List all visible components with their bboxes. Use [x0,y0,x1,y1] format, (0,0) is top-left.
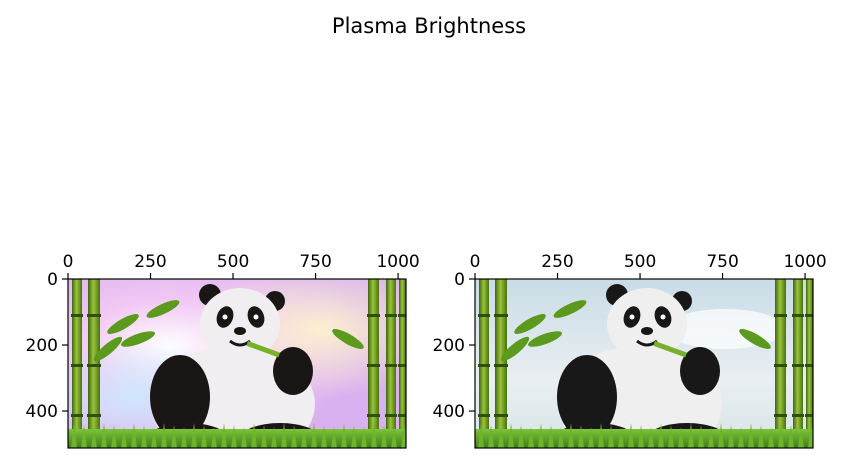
x-tick-label: 1000 [783,252,826,272]
y-tick-label: 0 [454,270,465,290]
bamboo-stalk [88,279,100,448]
bamboo-stalk [399,279,406,448]
axes-frame [474,278,814,449]
panda-image [68,279,406,448]
y-tick-label: 200 [26,336,58,356]
x-tick-label: 0 [470,252,481,272]
x-tick-label: 1000 [376,252,419,272]
bamboo-stalk [479,279,489,448]
x-tick-label: 750 [299,252,331,272]
bamboo-stalk [775,279,786,448]
x-tick-label: 500 [624,252,656,272]
x-tick-label: 500 [217,252,249,272]
x-tick-label: 250 [541,252,573,272]
x-tick-label: 750 [706,252,738,272]
bamboo-stalk [72,279,82,448]
x-tick-label: 250 [134,252,166,272]
y-tick-label: 0 [47,270,58,290]
y-tick-label: 400 [26,402,58,422]
image-panel-right: 0 250 500 750 1000 0 200 400 [433,252,827,449]
panda-image [475,279,813,448]
bamboo-stalk [495,279,507,448]
bamboo-stalk [386,279,396,448]
y-tick-label: 200 [433,336,465,356]
x-tick-label: 0 [63,252,74,272]
figure-title: Plasma Brightness [332,14,526,38]
image-panel-left: 0 250 500 750 1000 0 200 400 [26,252,420,449]
bamboo-stalk [793,279,803,448]
axes-frame [67,278,407,449]
bamboo-stalk [368,279,379,448]
y-tick-label: 400 [433,402,465,422]
bamboo-stalk [806,279,813,448]
